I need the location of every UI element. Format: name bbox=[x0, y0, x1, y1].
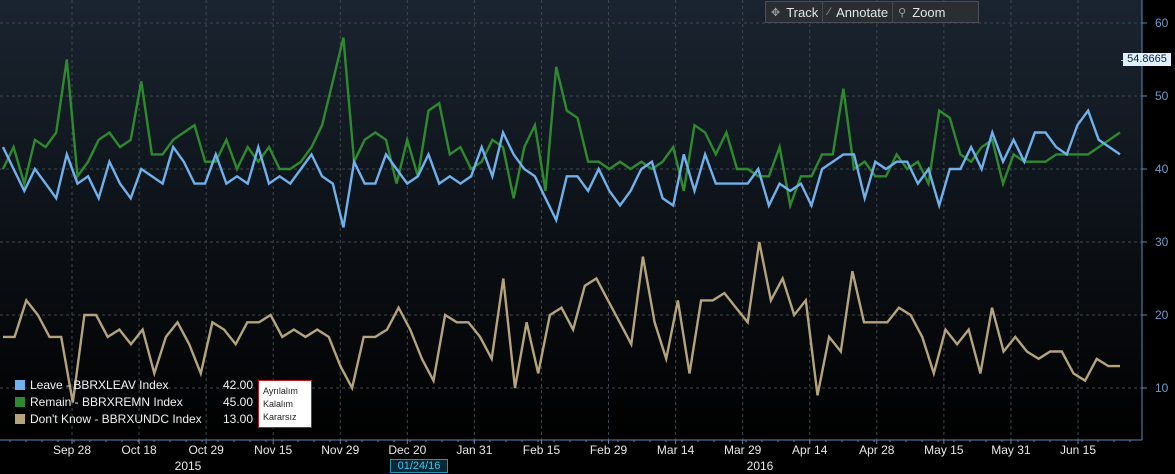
y-tick-label: 10 bbox=[1155, 381, 1169, 395]
legend: Leave - BBRXLEAV Index 42.00 Remain - BB… bbox=[9, 377, 259, 429]
x-tick-label: Mar 14 bbox=[657, 443, 695, 457]
annotate-button[interactable]: ∕ Annotate bbox=[822, 2, 892, 22]
annotation-box[interactable]: Ayrılalım Kalalım Kararsız bbox=[258, 380, 312, 428]
pencil-icon: ∕ bbox=[828, 6, 831, 18]
legend-name: Remain - BBRXREMN Index bbox=[30, 395, 183, 409]
x-tick-label: Sep 28 bbox=[53, 443, 91, 457]
last-value-badge: 54.8665 bbox=[1123, 53, 1171, 66]
crosshair-icon: ✥ bbox=[771, 6, 781, 19]
series-line bbox=[1, 108, 1121, 228]
cursor-date-badge: 01/24/16 bbox=[390, 459, 448, 473]
y-tick-label: 30 bbox=[1155, 235, 1169, 249]
x-tick-label: Dec 20 bbox=[388, 443, 426, 457]
x-tick-label: Mar 29 bbox=[724, 443, 762, 457]
x-tick-label: Apr 14 bbox=[792, 443, 828, 457]
legend-item-leave[interactable]: Leave - BBRXLEAV Index 42.00 bbox=[9, 377, 259, 393]
annotation-leave: Ayrılalım bbox=[263, 386, 298, 396]
legend-item-dont-know[interactable]: Don't Know - BBRXUNDC Index 13.00 bbox=[9, 411, 259, 427]
annotate-label: Annotate bbox=[836, 4, 889, 20]
y-tick-label: 20 bbox=[1155, 308, 1169, 322]
x-tick-label: May 15 bbox=[924, 443, 964, 457]
legend-name: Leave - BBRXLEAV Index bbox=[30, 378, 169, 392]
legend-swatch-leave bbox=[15, 380, 25, 390]
x-tick-label: Nov 15 bbox=[254, 443, 292, 457]
legend-name: Don't Know - BBRXUNDC Index bbox=[30, 412, 202, 426]
year-label: 2016 bbox=[747, 459, 774, 473]
legend-swatch-dont-know bbox=[15, 414, 25, 424]
legend-item-remain[interactable]: Remain - BBRXREMN Index 45.00 bbox=[9, 394, 259, 410]
x-tick-label: Jun 15 bbox=[1060, 443, 1096, 457]
x-tick-label: Oct 29 bbox=[188, 443, 224, 457]
x-tick-label: Feb 15 bbox=[523, 443, 561, 457]
year-label: 2015 bbox=[175, 459, 202, 473]
legend-value: 42.00 bbox=[222, 378, 253, 392]
x-tick-label: Oct 18 bbox=[121, 443, 157, 457]
x-tick-label: Jan 31 bbox=[456, 443, 492, 457]
annotation-remain: Kalalım bbox=[263, 399, 294, 409]
track-button[interactable]: ✥ Track bbox=[766, 2, 822, 22]
y-tick-label: 60 bbox=[1155, 16, 1169, 30]
legend-swatch-remain bbox=[15, 397, 25, 407]
chart-toolbar: ✥ Track ∕ Annotate ⚲ Zoom bbox=[765, 1, 979, 23]
annotation-undecided: Kararsız bbox=[263, 412, 297, 422]
x-tick-label: May 31 bbox=[991, 443, 1031, 457]
series-line bbox=[3, 241, 1120, 403]
x-tick-label: Feb 29 bbox=[590, 443, 628, 457]
track-label: Track bbox=[786, 4, 819, 20]
magnifier-icon: ⚲ bbox=[898, 6, 907, 19]
plot-background bbox=[0, 0, 1142, 440]
x-tick-label: Nov 29 bbox=[321, 443, 359, 457]
legend-value: 13.00 bbox=[222, 412, 253, 426]
series-line bbox=[1, 37, 1121, 211]
x-tick-label: Apr 28 bbox=[859, 443, 895, 457]
legend-value: 45.00 bbox=[222, 395, 253, 409]
zoom-label: Zoom bbox=[912, 4, 946, 20]
y-tick-label: 40 bbox=[1155, 162, 1169, 176]
zoom-button[interactable]: ⚲ Zoom bbox=[892, 2, 949, 22]
y-tick-label: 50 bbox=[1155, 89, 1169, 103]
